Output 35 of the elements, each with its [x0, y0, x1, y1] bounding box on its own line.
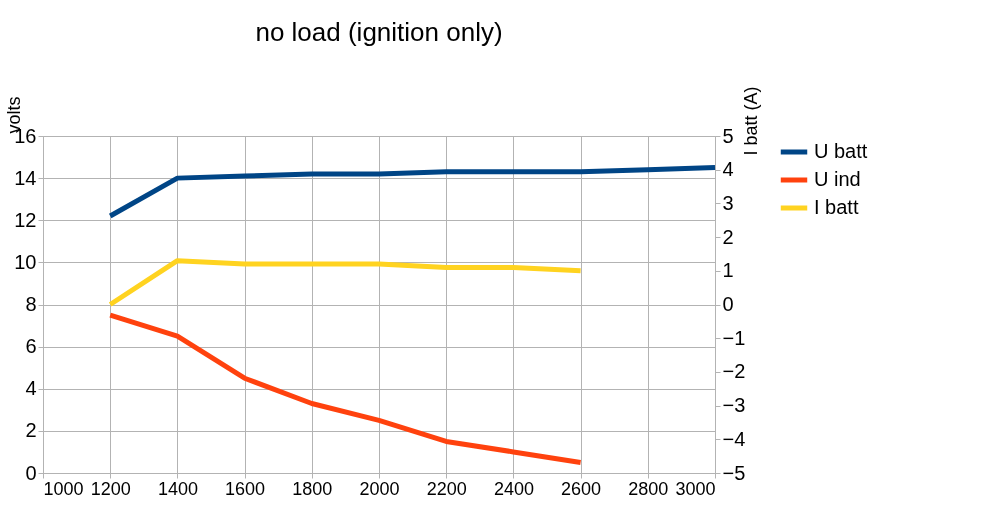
legend-label: U batt [814, 140, 868, 162]
x-tick-label: 1600 [225, 478, 266, 499]
y-tick-label: 12 [14, 208, 37, 231]
y-tick-label: 14 [14, 166, 37, 189]
y2-tick-label: 4 [722, 158, 734, 181]
y2-tick-label: 2 [722, 225, 734, 248]
y-tick-label: 6 [25, 335, 37, 358]
x-tick-label: 2200 [426, 478, 467, 499]
x-tick-label: 2400 [493, 478, 534, 499]
x-tick-label: 1000 [43, 478, 84, 499]
x-tick-label: 1800 [292, 478, 333, 499]
y2-tick-label: −2 [722, 360, 746, 383]
x-tick-label: 3000 [675, 478, 716, 499]
legend-label: I batt [814, 196, 859, 218]
x-tick-label: 2800 [628, 478, 669, 499]
y2-tick-label: −1 [722, 326, 746, 349]
y2-tick-label: 3 [722, 191, 734, 214]
y-tick-label: 10 [14, 250, 37, 273]
y-tick-label: 4 [25, 377, 37, 400]
y2-tick-label: 0 [722, 293, 734, 315]
legend-label: U ind [814, 168, 861, 190]
y2-tick-label: −4 [722, 427, 746, 450]
x-tick-label: 2600 [561, 478, 602, 499]
y-tick-label: 0 [25, 461, 37, 484]
x-tick-label: 1400 [157, 478, 198, 499]
y-tick-label: 2 [25, 419, 37, 442]
y2-axis-title: I batt (A) [740, 86, 761, 156]
x-tick-label: 1200 [90, 478, 131, 499]
y2-tick-label: −5 [722, 461, 746, 484]
chart-title: no load (ignition only) [255, 17, 503, 47]
y2-tick-label: 1 [722, 259, 734, 282]
x-tick-label: 2000 [359, 478, 400, 499]
y2-tick-label: −3 [722, 394, 746, 417]
y-tick-label: 8 [25, 293, 37, 315]
y2-tick-label: 5 [722, 124, 734, 147]
